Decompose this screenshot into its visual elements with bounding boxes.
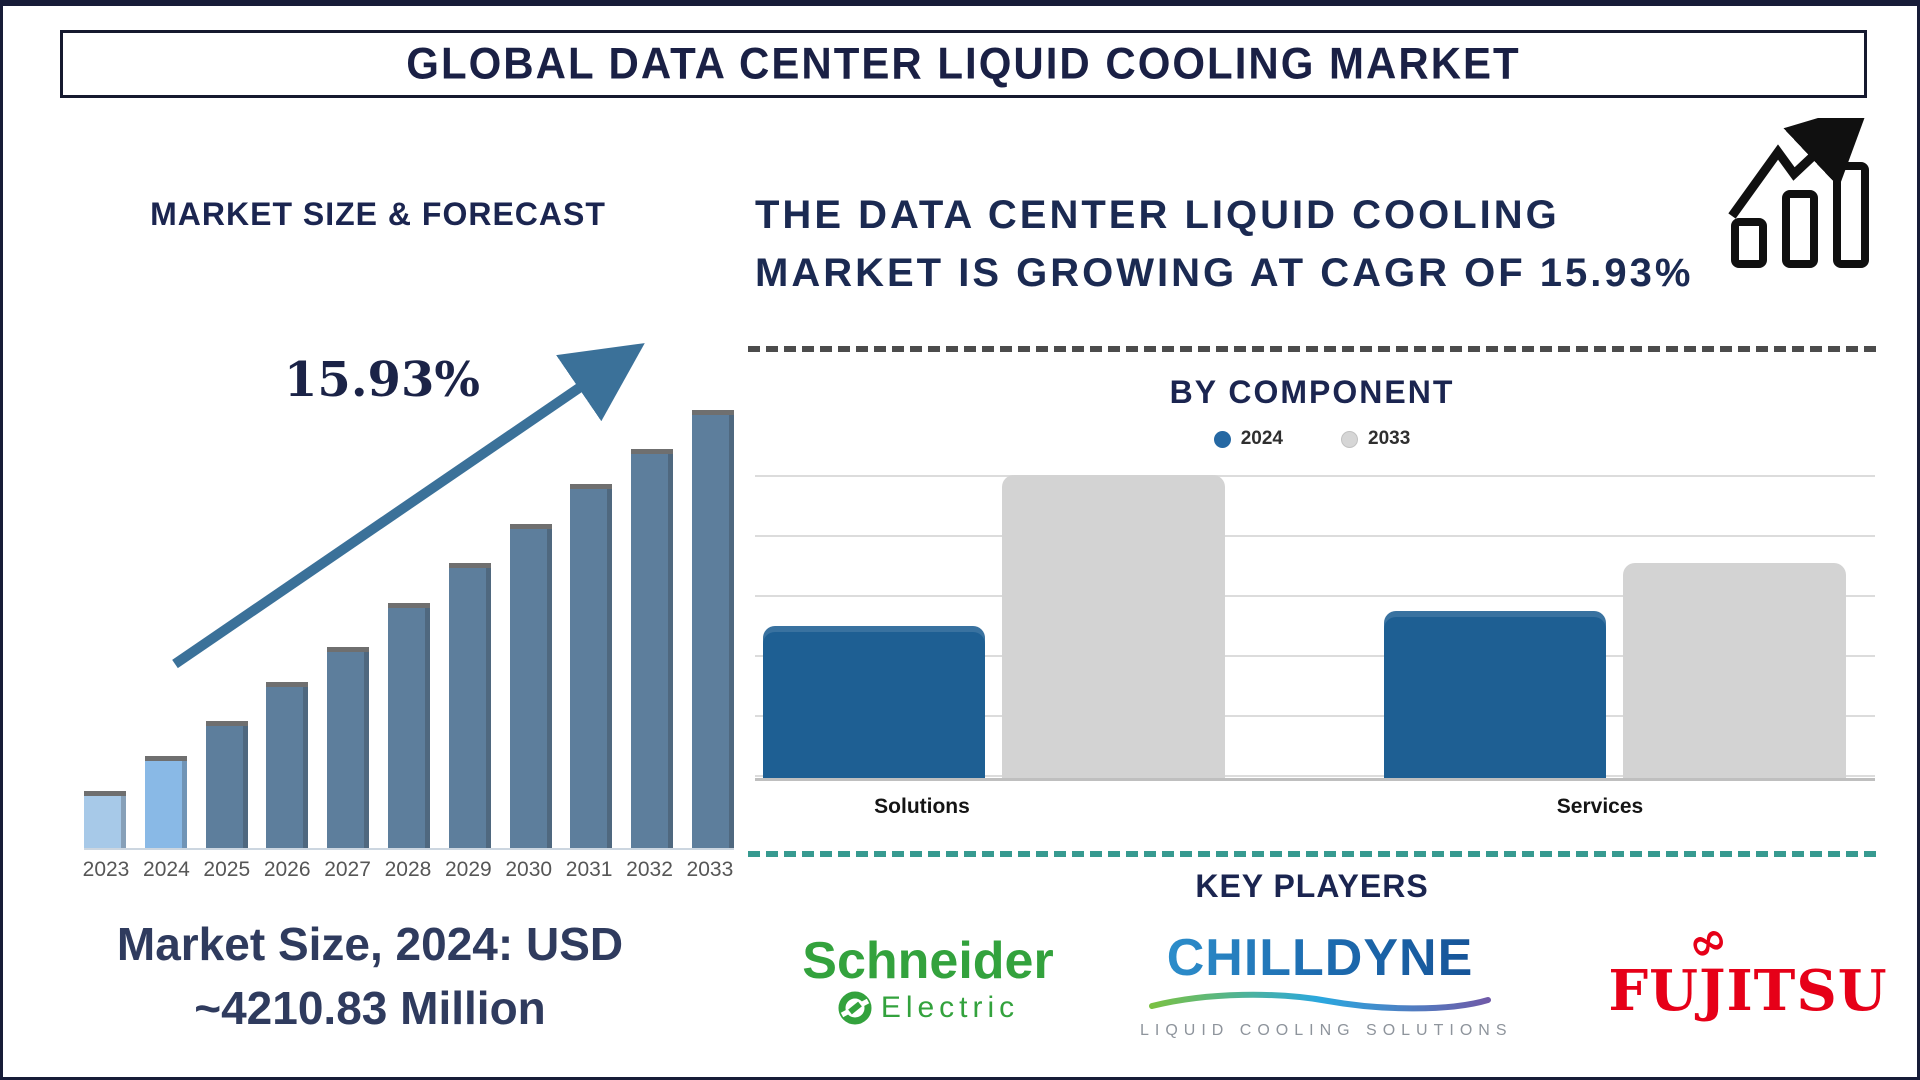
component-bar-solutions-2024 [763, 626, 985, 778]
year-label-2024: 2024 [143, 858, 190, 881]
component-bar-services-2024 [1384, 611, 1606, 778]
growth-statement-line2: MARKET IS GROWING AT CAGR OF 15.93% [755, 251, 1694, 295]
growth-statement-line1: THE DATA CENTER LIQUID COOLING [755, 193, 1560, 237]
fujitsu-wordmark-text: FUJITSU [1608, 958, 1888, 1024]
market-size-caption: Market Size, 2024: USD ~4210.83 Million [40, 912, 700, 1040]
page-title: GLOBAL DATA CENTER LIQUID COOLING MARKET [406, 38, 1521, 89]
forecast-bar-2030 [509, 524, 552, 848]
legend-item-2024: 2024 [1213, 428, 1283, 450]
schneider-electric-row: Electric [768, 990, 1088, 1026]
key-players-heading: KEY PLAYERS [1195, 868, 1429, 904]
growth-statement: THE DATA CENTER LIQUID COOLING MARKET IS… [755, 186, 1755, 302]
chilldyne-tagline: LIQUID COOLING SOLUTIONS [1140, 1022, 1513, 1039]
rising-bars-with-arrow-icon [1728, 118, 1871, 268]
chilldyne-wordmark: CHILLDYNE [1140, 930, 1500, 986]
forecast-bar-2031 [570, 484, 613, 848]
forecast-bar-2029 [448, 563, 491, 848]
legend-label-2024: 2024 [1240, 428, 1283, 449]
forecast-bar-2032 [631, 449, 674, 848]
category-label-services: Services [1556, 795, 1644, 818]
component-legend: 2024 2033 [748, 428, 1876, 450]
fujitsu-logo: FUJITSU ∞ [1598, 908, 1898, 1024]
year-label-2033: 2033 [686, 858, 734, 881]
dashed-separator-top [748, 346, 1876, 352]
title-box: GLOBAL DATA CENTER LIQUID COOLING MARKET [60, 30, 1867, 98]
forecast-bar-2033 [691, 410, 734, 848]
forecast-bar-2025 [205, 721, 248, 848]
forecast-bars [84, 330, 734, 850]
forecast-bar-2023 [84, 791, 126, 848]
forecast-years: 2023 2024 2025 2026 2027 2028 2029 2030 2031 2032… [76, 858, 740, 882]
market-size-caption-line2: ~4210.83 Million [194, 982, 546, 1034]
legend-label-2033: 2033 [1368, 428, 1411, 449]
forecast-bar-2026 [266, 682, 309, 848]
year-label-2026: 2026 [263, 858, 311, 881]
component-plot [755, 475, 1875, 781]
forecast-bar-2024 [144, 756, 187, 848]
schneider-wordmark: Schneider [802, 932, 1054, 990]
year-label-2028: 2028 [384, 858, 432, 881]
year-label-2023: 2023 [82, 858, 130, 881]
year-label-2027: 2027 [324, 858, 371, 881]
component-category-labels: Solutions Services [755, 795, 1875, 825]
year-label-2025: 2025 [203, 858, 251, 881]
schneider-logo-mark-icon [838, 991, 872, 1025]
by-component-heading: BY COMPONENT [1169, 374, 1455, 410]
dashed-separator-bottom [748, 851, 1876, 857]
year-label-2031: 2031 [565, 858, 613, 881]
forecast-bar-2028 [387, 603, 430, 848]
cagr-value-label: 15.93% [284, 352, 480, 408]
forecast-bar-2027 [327, 647, 370, 848]
schneider-electric-logo: Schneider Electric [768, 934, 1088, 1026]
legend-dot-2024 [1213, 430, 1231, 448]
chilldyne-wave-icon [1149, 991, 1491, 1012]
legend-item-2033: 2033 [1341, 428, 1410, 450]
component-bar-services-2033 [1623, 563, 1846, 778]
component-bar-solutions-2033 [1002, 475, 1225, 778]
category-label-solutions: Solutions [874, 795, 970, 818]
year-label-2030: 2030 [505, 858, 553, 881]
legend-dot-2033 [1341, 430, 1358, 448]
schneider-electric-word: Electric [880, 991, 1020, 1024]
year-label-2032: 2032 [626, 858, 673, 881]
market-size-caption-line1: Market Size, 2024: USD [116, 918, 624, 970]
forecast-section-heading: MARKET SIZE & FORECAST [150, 196, 606, 232]
year-label-2029: 2029 [444, 858, 492, 881]
fujitsu-wordmark: FUJITSU ∞ [1608, 908, 1888, 1024]
chilldyne-logo: CHILLDYNE LIQUID COOLING SOLUTIONS [1140, 930, 1513, 1040]
